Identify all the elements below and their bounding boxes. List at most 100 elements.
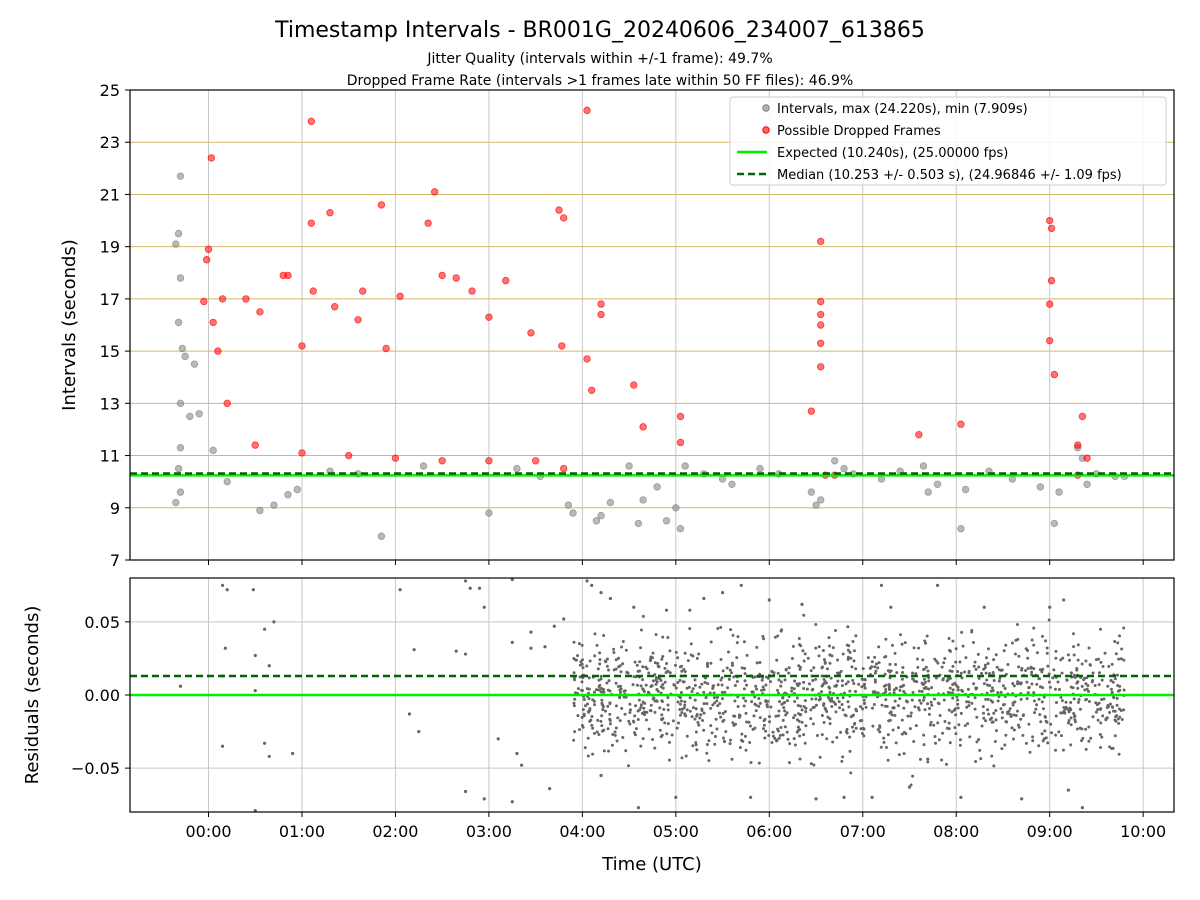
residual-point — [1098, 707, 1102, 711]
residual-point — [991, 700, 995, 704]
dropped-frame-point — [630, 381, 638, 389]
residual-point — [725, 666, 729, 670]
residual-point — [773, 736, 777, 740]
residual-point — [709, 724, 713, 728]
residual-point — [1040, 634, 1044, 638]
residual-point — [1010, 641, 1014, 645]
residual-point — [795, 696, 799, 700]
residual-point — [727, 650, 731, 654]
residual-point — [688, 709, 692, 713]
residual-point — [823, 661, 827, 665]
residual-point — [639, 684, 643, 688]
residual-point — [702, 690, 706, 694]
residual-point — [592, 699, 596, 703]
dropped-frame-point — [639, 423, 647, 431]
residual-point — [740, 732, 744, 736]
residual-point — [884, 698, 888, 702]
residual-point — [719, 625, 723, 629]
residual-point — [992, 711, 996, 715]
residual-point — [851, 639, 855, 643]
residual-point — [1010, 726, 1014, 730]
residual-point — [1087, 725, 1091, 729]
residual-point — [1027, 722, 1031, 726]
residual-point — [1096, 707, 1100, 711]
intervals-axes-frame — [129, 89, 1175, 561]
residual-point — [846, 648, 850, 652]
residual-point — [850, 665, 854, 669]
residual-point — [926, 669, 930, 673]
residual-point — [684, 754, 688, 758]
residual-point — [1118, 688, 1122, 692]
residual-point — [919, 701, 923, 705]
residual-point — [974, 760, 978, 764]
residual-point — [820, 713, 824, 717]
residual-point — [918, 698, 922, 702]
residual-point — [922, 667, 926, 671]
residual-point — [593, 703, 597, 707]
residual-point — [733, 699, 737, 703]
dropped-frame-point — [218, 295, 227, 303]
residual-point — [1071, 632, 1075, 636]
residual-point — [1011, 701, 1015, 705]
residual-point — [1016, 637, 1020, 641]
residual-point — [1003, 686, 1007, 690]
residual-point — [1024, 741, 1028, 745]
residual-point — [618, 719, 622, 723]
residual-point — [1050, 731, 1054, 735]
residual-point — [979, 757, 983, 761]
residual-point — [798, 734, 802, 738]
residual-point — [974, 687, 978, 691]
residual-point — [928, 723, 932, 727]
residual-point — [1117, 707, 1121, 711]
residual-point — [454, 649, 458, 653]
dropped-frame-point — [377, 201, 386, 209]
residual-point — [635, 663, 639, 667]
residual-point — [1040, 670, 1044, 674]
residual-point — [980, 724, 984, 728]
residual-point — [600, 729, 604, 733]
residual-point — [698, 716, 702, 720]
residual-point — [720, 676, 724, 680]
residual-point — [940, 758, 944, 762]
residual-point — [1072, 645, 1076, 649]
residual-point — [1084, 747, 1088, 751]
residual-point — [974, 667, 978, 671]
residual-point — [608, 689, 612, 693]
residual-point — [830, 705, 834, 709]
residual-point — [923, 708, 927, 712]
residual-point — [863, 682, 867, 686]
residual-point — [632, 731, 636, 735]
dropped-frame-point — [251, 441, 259, 449]
residual-point — [922, 698, 926, 702]
residual-point — [847, 705, 851, 709]
residual-point — [991, 670, 995, 674]
residual-point — [602, 688, 606, 692]
residual-point — [713, 735, 717, 739]
residual-point — [1064, 705, 1068, 709]
dropped-frame-point — [1045, 336, 1054, 345]
residual-point — [1026, 656, 1030, 660]
residual-point — [761, 634, 765, 638]
residual-point — [984, 719, 988, 723]
residual-point — [1015, 709, 1019, 713]
residual-point — [730, 757, 734, 761]
residual-point — [1076, 643, 1080, 647]
residual-point — [735, 641, 739, 645]
interval-point — [961, 485, 970, 494]
residual-point — [882, 684, 886, 688]
dropped-frame-point — [307, 219, 316, 227]
residual-point — [764, 675, 768, 679]
residual-point — [1062, 706, 1066, 710]
residual-point — [644, 665, 648, 669]
residual-point — [967, 700, 971, 704]
residual-point — [606, 668, 610, 672]
dropped-frame-point — [597, 310, 605, 319]
interval-point — [933, 480, 942, 488]
dropped-frame-point — [354, 316, 362, 324]
residual-point — [973, 696, 977, 700]
residual-point — [719, 715, 723, 719]
residual-point — [1098, 733, 1102, 737]
intervals-y-tick-label: 19 — [100, 238, 120, 257]
intervals-reference-lines — [130, 472, 1174, 477]
residual-point — [687, 685, 691, 689]
